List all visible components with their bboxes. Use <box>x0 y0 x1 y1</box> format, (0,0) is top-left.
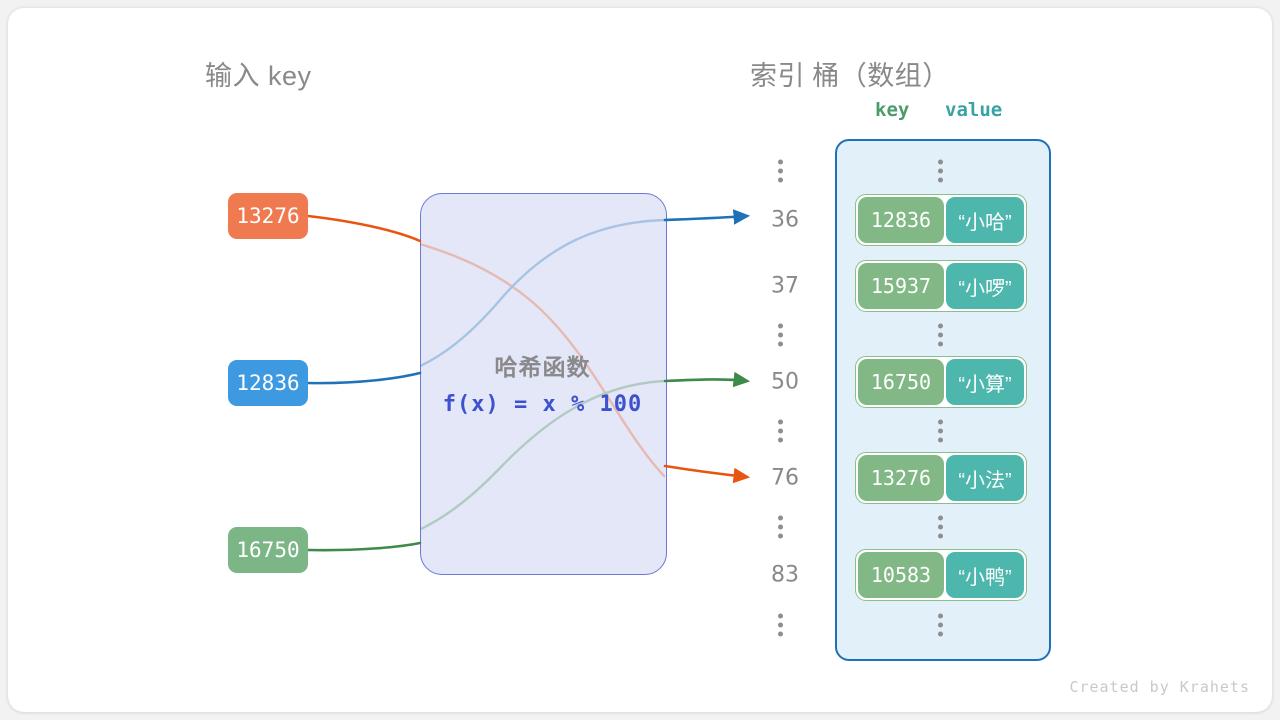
index-ellipsis <box>775 613 785 637</box>
entry-key: 12836 <box>858 197 944 243</box>
index-ellipsis <box>775 323 785 347</box>
index-label: 83 <box>771 562 799 588</box>
entry-key: 15937 <box>858 263 944 309</box>
bucket-ellipsis <box>935 613 945 637</box>
bucket-ellipsis <box>935 323 945 347</box>
input-key-pill[interactable]: 16750 <box>228 527 308 573</box>
input-key-value: 13276 <box>236 204 300 228</box>
heading-bucket: 桶（数组） <box>812 61 950 91</box>
entry-value: “小算” <box>946 359 1024 405</box>
entry-value: “小哈” <box>946 197 1024 243</box>
input-key-pill[interactable]: 13276 <box>228 193 308 239</box>
index-label: 36 <box>771 207 799 233</box>
entry-value: “小法” <box>946 455 1024 501</box>
hash-function-title: 哈希函数 <box>494 354 591 380</box>
bucket-ellipsis <box>935 515 945 539</box>
entry-value: “小鸭” <box>946 552 1024 598</box>
bucket-entry[interactable]: 15937 “小啰” <box>855 260 1027 312</box>
index-ellipsis <box>775 515 785 539</box>
input-key-value: 12836 <box>236 371 300 395</box>
index-ellipsis <box>775 419 785 443</box>
index-label: 50 <box>771 369 799 395</box>
entry-value: “小啰” <box>946 263 1024 309</box>
input-key-value: 16750 <box>236 538 300 562</box>
heading-input-key: 输入 key <box>205 61 312 91</box>
entry-key: 10583 <box>858 552 944 598</box>
hash-function-box <box>420 193 667 575</box>
subheading-key: key <box>875 99 910 121</box>
index-label: 37 <box>771 273 799 299</box>
index-label: 76 <box>771 465 799 491</box>
watermark-credit: Created by Krahets <box>1069 678 1250 696</box>
index-ellipsis <box>775 159 785 183</box>
entry-key: 13276 <box>858 455 944 501</box>
bucket-entry[interactable]: 10583 “小鸭” <box>855 549 1027 601</box>
bucket-entry[interactable]: 16750 “小算” <box>855 356 1027 408</box>
hash-function-formula: f(x) = x % 100 <box>442 392 643 417</box>
bucket-ellipsis <box>935 419 945 443</box>
bucket-ellipsis <box>935 159 945 183</box>
bucket-entry[interactable]: 12836 “小哈” <box>855 194 1027 246</box>
bucket-entry[interactable]: 13276 “小法” <box>855 452 1027 504</box>
input-key-pill[interactable]: 12836 <box>228 360 308 406</box>
subheading-value: value <box>945 99 1003 121</box>
entry-key: 16750 <box>858 359 944 405</box>
heading-index: 索引 <box>750 61 805 91</box>
